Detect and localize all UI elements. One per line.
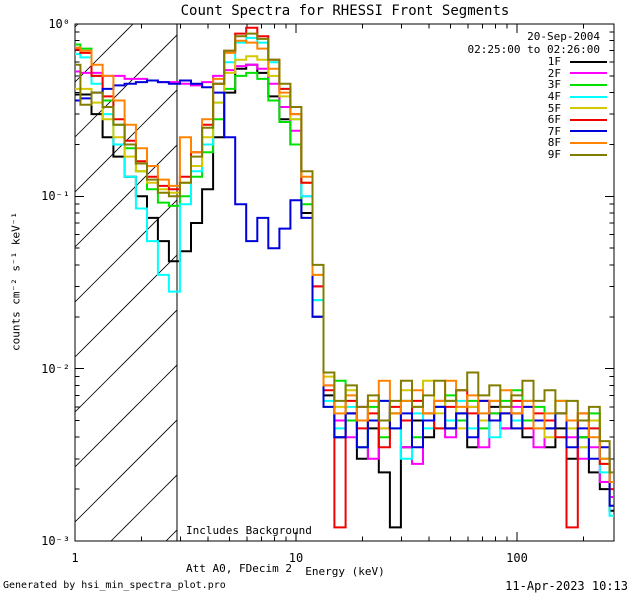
legend-entry-label: 5F <box>547 101 561 115</box>
plot-frame <box>74 23 615 542</box>
legend-entry-label: 2F <box>547 66 561 80</box>
legend-color-line <box>570 83 607 86</box>
legend-color-line <box>570 118 607 121</box>
generated-by-text: Generated by hsi_min_spectra_plot.pro <box>3 580 226 591</box>
series-6F <box>75 26 614 529</box>
legend-entry-label: 8F <box>547 136 561 150</box>
legend-entry-5F: 5F <box>397 101 607 115</box>
y-axis-label: counts cm⁻² s⁻¹ keV⁻¹ <box>9 211 23 352</box>
render-timestamp: 11-Apr-2023 10:13 <box>505 579 628 593</box>
legend-color-line <box>570 72 607 75</box>
legend-entry-label: 3F <box>547 78 561 92</box>
legend: 20-Sep-2004 02:25:00 to 02:26:00 1F 2F 3F 4… <box>397 30 607 162</box>
legend-entry-9F: 9F <box>397 148 607 162</box>
legend-entry-label: 1F <box>547 55 561 69</box>
page-title: Count Spectra for RHESSI Front Segments <box>180 3 510 19</box>
spectra-curves <box>75 26 614 529</box>
legend-entry-label: 4F <box>547 90 561 104</box>
x-tick-label-1: 1 <box>71 551 79 565</box>
legend-entry-4F: 4F <box>397 90 607 104</box>
legend-color-line <box>570 95 607 98</box>
legend-entry-7F: 7F <box>397 124 607 138</box>
annotation-background: Includes Background <box>186 524 312 537</box>
legend-entry-1F: 1F <box>397 55 607 69</box>
legend-time-range: 02:25:00 to 02:26:00 <box>467 43 600 56</box>
legend-color-line <box>570 107 607 110</box>
legend-entry-6F: 6F <box>397 113 607 127</box>
series-8F <box>75 39 614 483</box>
legend-entry-label: 7F <box>547 124 561 138</box>
legend-entry-label: 6F <box>547 113 561 127</box>
x-tick-label-10: 10 <box>288 551 304 565</box>
y-tick-label-1e-2: 10⁻² <box>41 362 70 376</box>
y-tick-label-1e-1: 10⁻¹ <box>41 189 70 203</box>
annotation-attenuator: Att A0, FDecim 2 <box>186 561 292 575</box>
legend-entry-3F: 3F <box>397 78 607 92</box>
x-axis-label: Energy (keV) <box>305 565 385 578</box>
legend-entries: 1F 2F 3F 4F 5F 6F 7F 8F 9F <box>397 55 607 162</box>
legend-color-line <box>570 153 607 156</box>
series-9F <box>75 32 614 474</box>
legend-entry-label: 9F <box>547 148 561 162</box>
legend-date: 20-Sep-2004 <box>527 30 600 43</box>
legend-color-line <box>570 130 607 133</box>
legend-color-line <box>570 60 607 63</box>
series-7F <box>75 79 614 507</box>
y-tick-label-1e0: 10⁰ <box>48 17 70 31</box>
legend-entry-2F: 2F <box>397 66 607 80</box>
background-hatch-region <box>75 24 178 541</box>
x-tick-label-100: 100 <box>506 551 528 565</box>
legend-color-line <box>570 141 607 144</box>
plot-annotation: Includes Background Att A0, FDecim 2 <box>186 500 312 600</box>
legend-entry-8F: 8F <box>397 136 607 150</box>
y-tick-label-1e-3: 10⁻³ <box>41 534 70 548</box>
